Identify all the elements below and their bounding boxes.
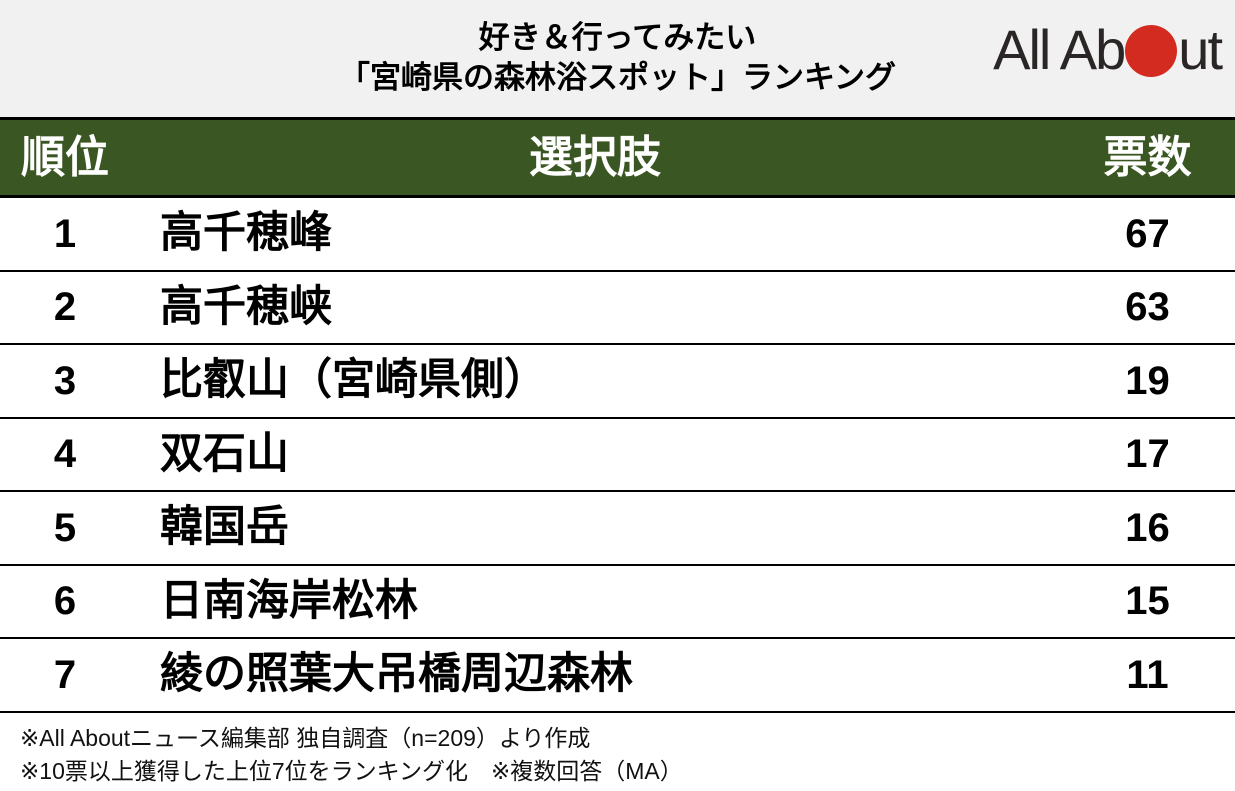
footnote-line1: ※All Aboutニュース編集部 独自調査（n=209）より作成	[20, 724, 591, 751]
table-row: 3 比叡山（宮崎県側） 19	[0, 345, 1235, 419]
rank-cell: 2	[53, 285, 77, 330]
choice-cell: 双石山	[160, 429, 289, 478]
column-header-votes: 票数	[1103, 132, 1192, 182]
choice-cell: 比叡山（宮崎県側）	[160, 356, 547, 405]
votes-cell: 19	[1125, 358, 1170, 403]
table-row: 4 双石山 17	[0, 418, 1235, 492]
choice-cell: 綾の照葉大吊橋周辺森林	[160, 650, 633, 699]
table-row: 6 日南海岸松林 15	[0, 565, 1235, 639]
title-line1: 好き＆行ってみたい	[478, 20, 757, 55]
footnotes: ※All Aboutニュース編集部 独自調査（n=209）より作成 ※10票以上…	[0, 712, 1235, 791]
rank-cell: 7	[53, 652, 77, 697]
table-row: 5 韓国岳 16	[0, 492, 1235, 566]
rank-cell: 1	[53, 211, 77, 256]
votes-cell: 67	[1125, 211, 1170, 256]
choice-cell: 高千穂峰	[160, 209, 332, 258]
logo-text-left: All Ab	[993, 18, 1126, 81]
column-header-choice: 選択肢	[529, 132, 661, 182]
choice-cell: 高千穂峡	[160, 282, 332, 331]
table-header-row: 順位 選択肢 票数	[0, 117, 1235, 198]
header-band: 好き＆行ってみたい 「宮崎県の森林浴スポット」ランキング All Ab ut	[0, 0, 1235, 117]
table-row: 2 高千穂峡 63	[0, 271, 1235, 345]
choice-cell: 日南海岸松林	[160, 576, 418, 625]
rank-cell: 3	[53, 358, 77, 403]
table-row: 1 高千穂峰 67	[0, 198, 1235, 272]
rank-cell: 4	[53, 432, 77, 477]
votes-cell: 15	[1125, 579, 1170, 624]
votes-cell: 16	[1125, 505, 1170, 550]
votes-cell: 63	[1125, 285, 1170, 330]
votes-cell: 17	[1125, 432, 1170, 477]
votes-cell: 11	[1126, 652, 1169, 697]
title-line2: 「宮崎県の森林浴スポット」ランキング	[338, 60, 897, 95]
all-about-logo: All Ab ut	[993, 22, 1223, 78]
page-title: 好き＆行ってみたい 「宮崎県の森林浴スポット」ランキング	[0, 0, 1235, 98]
footnote-line2: ※10票以上獲得した上位7位をランキング化 ※複数回答（MA）	[20, 757, 683, 784]
rank-cell: 6	[53, 579, 77, 624]
logo-text-right: ut	[1178, 18, 1223, 81]
choice-cell: 韓国岳	[160, 503, 289, 552]
table-row: 7 綾の照葉大吊橋周辺森林 11	[0, 639, 1235, 713]
column-header-rank: 順位	[21, 132, 109, 182]
rank-cell: 5	[53, 505, 77, 550]
logo-red-dot-icon	[1125, 25, 1178, 77]
